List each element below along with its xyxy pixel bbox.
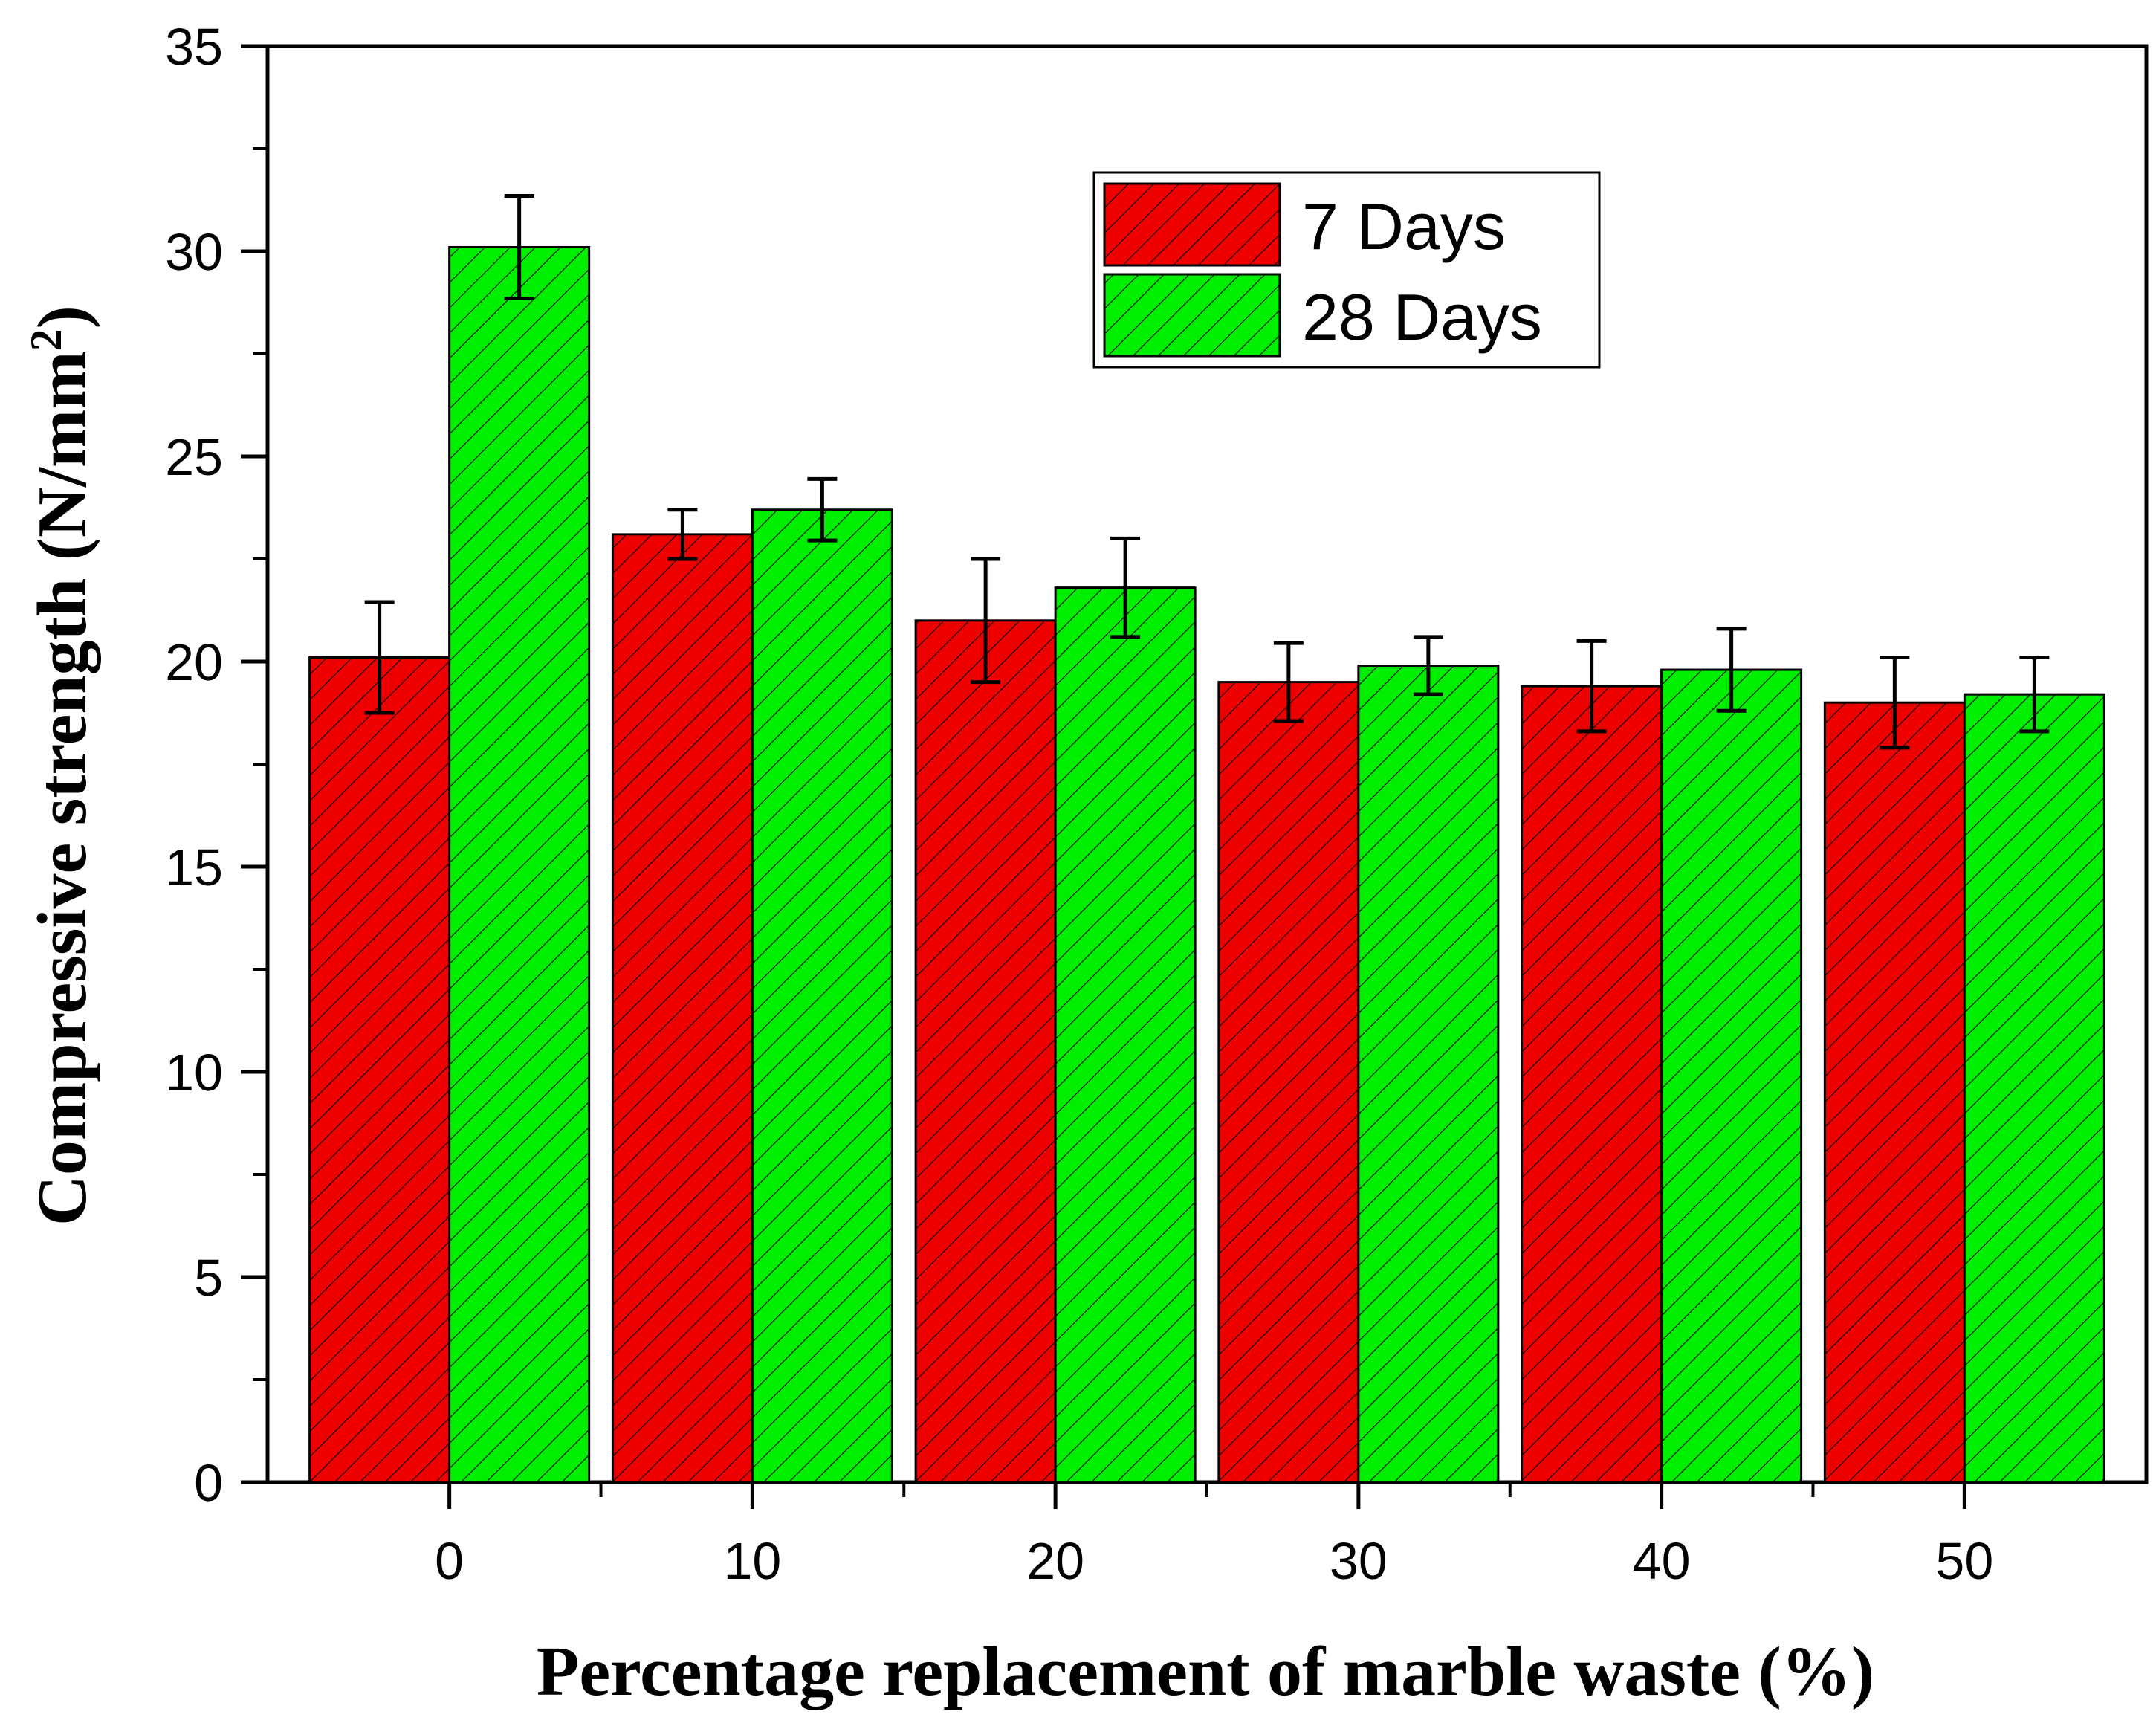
- legend-label: 7 Days: [1302, 190, 1506, 263]
- x-tick-label: 10: [723, 1532, 781, 1590]
- x-tick-label: 0: [435, 1532, 464, 1590]
- bar: [1823, 701, 1966, 1484]
- bar: [1963, 693, 2105, 1484]
- y-tick-label: 30: [165, 223, 223, 281]
- plot-area: 0 5 10 15 20 25 30 35 0 10 20 30 40 50: [165, 18, 2149, 1590]
- y-tick-label: 0: [194, 1454, 223, 1512]
- y-tick-label: 15: [165, 838, 223, 896]
- bar: [1521, 685, 1663, 1484]
- bar: [308, 656, 451, 1484]
- bar: [1660, 668, 1803, 1484]
- bar: [1357, 665, 1500, 1484]
- x-tick-label: 40: [1633, 1532, 1691, 1590]
- bar: [611, 533, 754, 1484]
- x-tick-label: 20: [1026, 1532, 1084, 1590]
- bar: [751, 508, 893, 1484]
- y-tick-label: 10: [165, 1044, 223, 1102]
- y-tick-label: 5: [194, 1249, 223, 1307]
- bar: [1054, 586, 1197, 1484]
- y-tick-label: 35: [165, 18, 223, 76]
- bar: [1217, 681, 1360, 1484]
- x-tick-label: 50: [1935, 1532, 1993, 1590]
- y-axis-title-close: ): [24, 306, 101, 329]
- bar: [448, 245, 591, 1484]
- y-axis-title: Compressive strength (N/mm2): [22, 306, 101, 1226]
- x-tick-label: 30: [1330, 1532, 1388, 1590]
- y-tick-label: 25: [165, 428, 223, 486]
- legend-swatch: [1103, 273, 1281, 358]
- y-axis-title-sup: 2: [22, 329, 71, 351]
- x-axis-title: Percentage replacement of marble waste (…: [537, 1633, 1874, 1710]
- legend-label: 28 Days: [1302, 280, 1542, 354]
- legend-swatch: [1103, 182, 1281, 267]
- y-tick-label: 20: [165, 633, 223, 691]
- y-axis-title-text: Compressive strength (N/mm: [24, 351, 101, 1226]
- legend: 7 Days 28 Days: [1092, 171, 1601, 369]
- bar: [914, 619, 1057, 1484]
